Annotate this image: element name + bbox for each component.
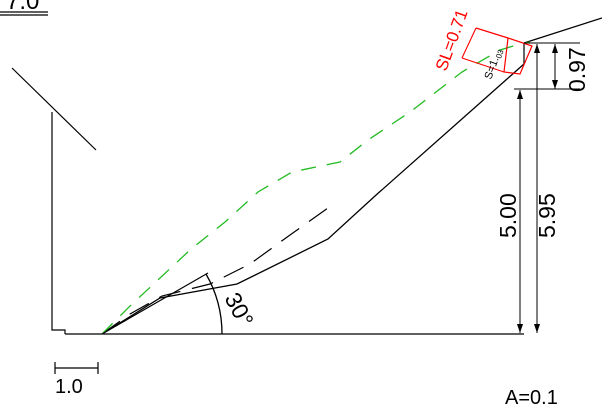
angle-label: 30° xyxy=(220,288,259,331)
upper-left-diagonal xyxy=(11,67,97,151)
scale-bar-label: 1.0 xyxy=(55,376,83,398)
safety-factor-red-label: SL=0.71 xyxy=(432,7,472,73)
height-0-97-label: 0.97 xyxy=(564,47,590,92)
failure-surface-black-dashed xyxy=(101,207,329,335)
failure-block-red-inner-3 xyxy=(461,57,505,73)
dim-5-00-arrow-top xyxy=(517,90,523,99)
failure-block-red-inner-2 xyxy=(461,27,477,59)
dim-5-95-arrow-top xyxy=(534,44,540,53)
dim-0-97-arrow-top xyxy=(552,44,558,53)
height-5-95-label: 5.95 xyxy=(534,193,560,238)
dim-5-00-arrow-bottom xyxy=(517,324,523,333)
slope-surface-line xyxy=(101,63,525,335)
slip-circle-green-dashed xyxy=(101,41,531,335)
angle-ray-line xyxy=(101,272,209,335)
failure-block-red-inner xyxy=(475,27,509,39)
seismic-coefficient-label: A=0.1 xyxy=(505,387,558,409)
height-5-00-label: 5.00 xyxy=(495,193,521,238)
crest-extension-line xyxy=(523,17,602,44)
left-wall-line xyxy=(51,112,66,334)
safety-factor-black-suffix: 03 xyxy=(494,48,506,60)
dim-0-97-arrow-bottom xyxy=(552,80,558,89)
safety-factor-black-label: S=1.03 xyxy=(483,46,506,81)
dim-5-95-arrow-bottom xyxy=(534,324,540,333)
title-partial-label: 7.0 xyxy=(6,0,39,15)
angle-arc xyxy=(205,273,223,335)
svg-text:S=1.03: S=1.03 xyxy=(483,46,506,81)
